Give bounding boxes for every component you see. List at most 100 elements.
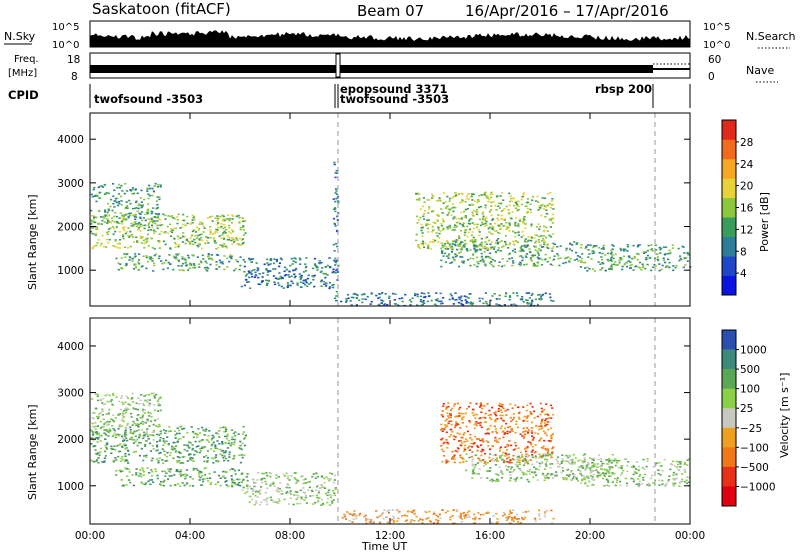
nsearch-tick-low: 10^0 xyxy=(703,40,730,51)
power-echo-cell xyxy=(544,258,547,261)
velocity-echo-cell xyxy=(145,431,148,433)
power-echo-cell xyxy=(552,259,555,261)
velocity-echo-cell xyxy=(658,484,661,486)
power-echo-cell xyxy=(423,296,426,299)
velocity-echo-cell xyxy=(529,473,532,475)
velocity-echo-cell xyxy=(555,458,558,461)
velocity-echo-cell xyxy=(216,433,220,435)
velocity-echo-cell xyxy=(451,450,454,453)
velocity-echo-cell xyxy=(484,463,488,465)
velocity-echo-cell xyxy=(655,462,658,464)
power-echo-cell xyxy=(497,249,500,252)
power-echo-cell xyxy=(510,197,513,200)
power-echo-cell xyxy=(181,258,184,260)
velocity-echo-cell xyxy=(261,472,264,475)
power-echo-cell xyxy=(538,241,541,243)
power-echo-cell xyxy=(491,193,494,195)
power-echo-cell xyxy=(336,219,339,221)
power-echo-cell xyxy=(521,259,524,262)
velocity-colorbar-swatch xyxy=(722,486,736,507)
power-echo-cell xyxy=(494,250,497,253)
velocity-echo-cell xyxy=(540,423,543,425)
velocity-echo-cell xyxy=(508,513,511,516)
power-echo-cell xyxy=(436,219,439,221)
velocity-echo-cell xyxy=(601,477,605,480)
power-echo-cell xyxy=(133,222,136,224)
velocity-echo-cell xyxy=(289,490,292,492)
velocity-echo-cell xyxy=(533,472,536,474)
velocity-echo-cell xyxy=(483,421,487,424)
velocity-echo-cell xyxy=(453,403,456,405)
power-echo-cell xyxy=(423,212,426,215)
velocity-echoes xyxy=(90,392,691,525)
velocity-echo-cell xyxy=(208,430,211,432)
power-echo-cell xyxy=(520,203,524,206)
velocity-echo-cell xyxy=(611,472,614,474)
velocity-echo-cell xyxy=(561,458,564,460)
velocity-echo-cell xyxy=(536,479,539,481)
power-echo-cell xyxy=(108,238,111,241)
velocity-echo-cell xyxy=(461,436,464,439)
velocity-echo-cell xyxy=(147,435,150,438)
power-echo-cell xyxy=(434,239,437,242)
velocity-echo-cell xyxy=(391,509,394,511)
velocity-echo-cell xyxy=(440,448,444,451)
power-echo-cell xyxy=(127,227,130,229)
power-echo-cell xyxy=(438,232,441,235)
power-echo-cell xyxy=(524,223,528,226)
power-echo-cell xyxy=(491,295,494,297)
velocity-echo-cell xyxy=(227,442,230,445)
velocity-echo-cell xyxy=(105,429,108,431)
power-echo-cell xyxy=(492,200,495,203)
power-echo-cell xyxy=(649,249,652,251)
power-echo-cell xyxy=(149,229,152,231)
velocity-echo-cell xyxy=(544,477,547,479)
velocity-echo-cell xyxy=(106,393,109,396)
power-echo-cell xyxy=(111,217,114,220)
velocity-echo-cell xyxy=(444,424,447,426)
power-echo-cell xyxy=(124,256,127,258)
velocity-echo-cell xyxy=(104,450,107,453)
velocity-echo-cell xyxy=(538,509,541,512)
velocity-echo-cell xyxy=(390,519,393,521)
power-echo-cell xyxy=(325,282,328,285)
power-echo-cell xyxy=(544,253,547,256)
power-echo-cell xyxy=(226,266,229,268)
power-echo-cell xyxy=(476,249,479,251)
power-echo-cell xyxy=(482,215,485,218)
power-echo-cell xyxy=(230,257,233,260)
velocity-echo-cell xyxy=(386,510,389,512)
velocity-echo-cell xyxy=(355,517,358,520)
velocity-echo-cell xyxy=(616,462,619,464)
velocity-echo-cell xyxy=(469,433,472,436)
power-echo-cell xyxy=(191,219,194,221)
freq-label-1: Freq. xyxy=(14,54,39,65)
velocity-echo-cell xyxy=(449,518,452,521)
power-echo-cell xyxy=(472,253,475,255)
velocity-echo-cell xyxy=(556,462,559,465)
velocity-echo-cell xyxy=(120,397,123,399)
power-echo-cell xyxy=(227,218,230,220)
power-echo-cell xyxy=(622,248,625,250)
velocity-echo-cell xyxy=(441,460,444,463)
power-echo-cell xyxy=(485,216,488,219)
power-echo-cell xyxy=(97,239,100,241)
velocity-echo-cell xyxy=(552,517,555,520)
velocity-echo-cell xyxy=(134,435,137,438)
power-echo-cell xyxy=(524,255,527,257)
velocity-echo-cell xyxy=(277,476,280,478)
velocity-echo-cell xyxy=(668,475,671,477)
velocity-echo-cell xyxy=(593,463,597,465)
velocity-echo-cell xyxy=(663,458,666,461)
velocity-echo-cell xyxy=(329,494,332,496)
velocity-echo-cell xyxy=(169,471,172,473)
velocity-echo-cell xyxy=(541,410,544,412)
velocity-echo-cell xyxy=(501,419,504,421)
power-echo-cell xyxy=(138,253,141,255)
power-echo-cell xyxy=(458,245,461,247)
power-echo-cell xyxy=(198,266,201,268)
velocity-echo-cell xyxy=(432,522,436,524)
power-echo-cell xyxy=(156,216,159,218)
velocity-echo-cell xyxy=(521,456,524,458)
velocity-echo-cell xyxy=(537,433,540,435)
